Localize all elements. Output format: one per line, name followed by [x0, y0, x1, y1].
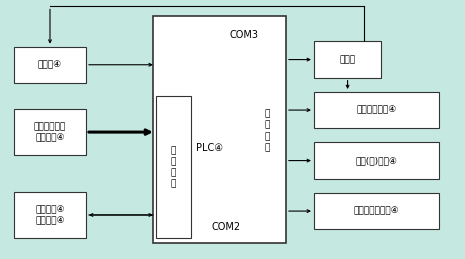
FancyBboxPatch shape [14, 192, 86, 238]
Text: 洗车机行走装置④: 洗车机行走装置④ [354, 207, 399, 215]
Text: 输
入
端
口: 输 入 端 口 [171, 146, 176, 188]
FancyBboxPatch shape [314, 41, 381, 78]
FancyBboxPatch shape [314, 92, 439, 128]
FancyBboxPatch shape [314, 142, 439, 179]
Text: COM3: COM3 [229, 30, 258, 40]
FancyBboxPatch shape [153, 16, 286, 243]
FancyBboxPatch shape [14, 109, 86, 155]
Text: PLC④: PLC④ [196, 143, 223, 153]
Text: 编码器④: 编码器④ [38, 60, 62, 69]
FancyBboxPatch shape [14, 47, 86, 83]
Text: COM2: COM2 [212, 222, 241, 232]
Text: 图像采集④
处理系统④: 图像采集④ 处理系统④ [35, 205, 65, 225]
Text: 变频器: 变频器 [339, 55, 356, 64]
Text: 横刷动作装置④: 横刷动作装置④ [357, 106, 397, 114]
FancyBboxPatch shape [314, 193, 439, 229]
Text: 过载及位置传
感器单元④: 过载及位置传 感器单元④ [34, 122, 66, 142]
Text: 喷水(沫)装置④: 喷水(沫)装置④ [356, 156, 398, 165]
FancyBboxPatch shape [156, 96, 191, 238]
Text: 输
出
端
口: 输 出 端 口 [265, 110, 270, 152]
